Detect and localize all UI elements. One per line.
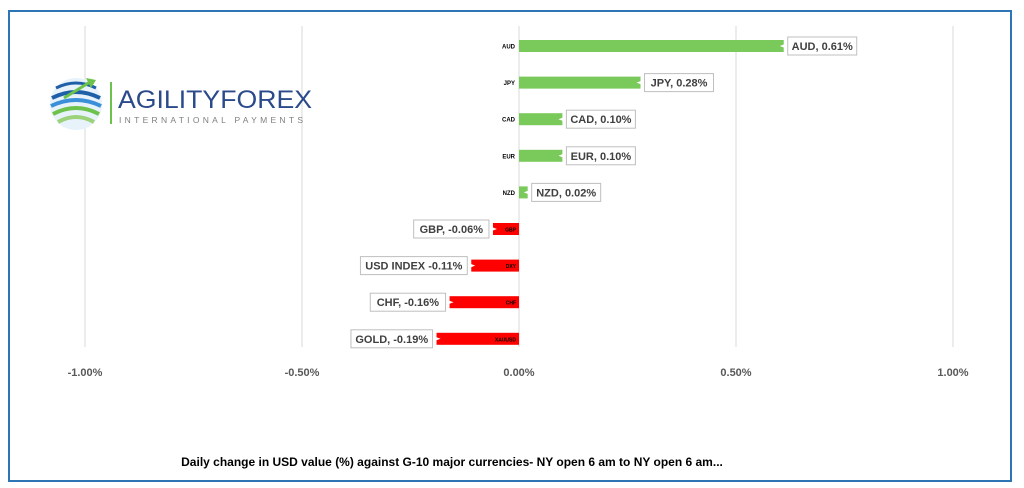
data-label-box xyxy=(350,329,434,349)
data-label: CAD, 0.10% xyxy=(558,109,636,129)
data-label-text: USD INDEX -0.11% xyxy=(365,261,462,273)
bar xyxy=(449,296,519,309)
category-label: EUR xyxy=(502,154,515,160)
data-label-box xyxy=(787,36,858,56)
data-label-pointer xyxy=(488,226,497,232)
x-tick-label: 0.50% xyxy=(720,367,751,379)
data-label-pointer xyxy=(432,335,441,342)
data-label-pointer xyxy=(558,152,567,159)
category-label: NZD xyxy=(503,191,516,197)
data-label-box xyxy=(413,219,490,239)
data-label-pointer xyxy=(779,43,788,49)
data-label-text: JPY, 0.28% xyxy=(651,78,708,90)
logo-divider xyxy=(110,82,112,124)
data-label-text: AUD, 0.61% xyxy=(792,41,853,53)
x-tick-label: 0.00% xyxy=(503,367,534,379)
data-label: GBP, -0.06% xyxy=(413,219,497,239)
data-label: EUR, 0.10% xyxy=(558,146,636,166)
category-label: AUD xyxy=(502,45,516,51)
bar xyxy=(436,332,519,345)
x-tick-label: -1.00% xyxy=(68,367,103,379)
data-label-text: GBP, -0.06% xyxy=(420,224,484,236)
data-label-text: EUR, 0.10% xyxy=(571,151,632,163)
bar xyxy=(519,40,784,52)
globe-icon xyxy=(50,78,102,130)
bar xyxy=(492,223,519,235)
data-label-box xyxy=(565,109,636,129)
category-label: DXY xyxy=(506,264,517,270)
data-label-text: CHF, -0.16% xyxy=(377,297,440,309)
data-label-box xyxy=(644,73,715,93)
x-tick-label: -0.50% xyxy=(285,367,320,379)
logo-brand-text: AGILITYFOREX xyxy=(118,86,312,114)
category-label: CHF xyxy=(506,301,516,307)
agility-forex-logo: AGILITYFOREX INTERNATIONAL PAYMENTS xyxy=(46,68,316,138)
data-label: USD INDEX -0.11% xyxy=(359,256,476,276)
data-label-text: NZD, 0.02% xyxy=(536,187,596,199)
category-label: JPY xyxy=(504,81,515,87)
bar xyxy=(519,76,641,89)
bar-chart: -1.00% -0.50% 0.00% 0.50% 1.00% AUD AUD, 0.61%… xyxy=(68,26,969,379)
data-label: GOLD, -0.19% xyxy=(350,329,441,349)
category-label: GBP xyxy=(505,228,517,234)
category-label: CAD xyxy=(502,118,516,124)
data-label-box xyxy=(369,292,447,312)
data-label-pointer xyxy=(636,79,645,86)
data-label-pointer xyxy=(467,262,476,269)
category-label: XAUUSD xyxy=(495,337,517,343)
bar xyxy=(519,149,563,162)
data-label-text: CAD, 0.10% xyxy=(570,114,631,126)
data-label-box xyxy=(565,146,636,166)
data-label: NZD, 0.02% xyxy=(523,182,602,202)
data-label-box xyxy=(359,256,468,276)
chart-caption: Daily change in USD value (%) against G-… xyxy=(181,455,723,469)
chart-frame: -1.00% -0.50% 0.00% 0.50% 1.00% AUD AUD, 0.61%… xyxy=(8,10,1012,482)
data-label-pointer xyxy=(445,299,454,306)
data-label-text: GOLD, -0.19% xyxy=(355,334,428,346)
bar xyxy=(519,113,563,126)
bar xyxy=(519,186,528,199)
logo-tagline: INTERNATIONAL PAYMENTS xyxy=(119,115,305,125)
data-label: CHF, -0.16% xyxy=(369,292,454,312)
bar xyxy=(471,259,519,272)
data-label: AUD, 0.61% xyxy=(779,36,858,56)
data-label: JPY, 0.28% xyxy=(636,73,715,93)
data-label-pointer xyxy=(523,189,532,196)
data-label-pointer xyxy=(558,116,567,123)
x-tick-label: 1.00% xyxy=(937,367,968,379)
data-label-box xyxy=(531,182,602,202)
